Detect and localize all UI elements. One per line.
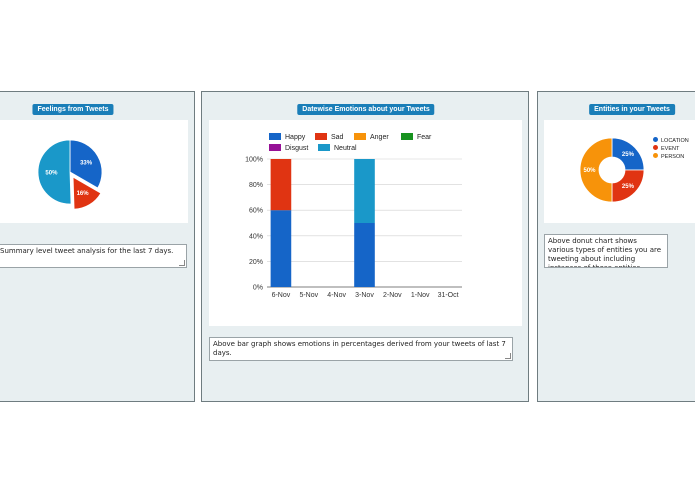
donut-slice-label: 50% [583, 168, 596, 174]
legend-label: Disgust [285, 145, 309, 152]
x-tick-label: 31-Oct [438, 292, 459, 299]
legend-label: PERSON [661, 154, 685, 160]
donut-slice-person[interactable] [579, 137, 613, 203]
entities-note-text: Above donut chart shows various types of… [548, 237, 662, 268]
donut-slice-label: 25% [622, 184, 635, 190]
legend-swatch [354, 133, 366, 140]
x-tick-label: 5-Nov [299, 292, 318, 299]
y-tick-label: 20% [249, 259, 263, 266]
legend-item-sad[interactable]: Sad [315, 133, 343, 141]
emotions-chart-area: 0% 20% 40% 60% 80% 100% 6-Nov 5-Nov 4-Nov 3-Nov 2-… [209, 120, 522, 326]
emotions-bar-chart: 0% 20% 40% 60% 80% 100% 6-Nov 5-Nov 4-Nov 3-Nov 2-… [245, 157, 462, 299]
emotions-note-text: Above bar graph shows emotions in percen… [213, 340, 506, 357]
legend-swatch [318, 144, 330, 151]
legend-label: Neutral [334, 145, 357, 152]
bar-neutral-3-nov[interactable] [354, 159, 375, 223]
entities-chart-area: 25% 25% 50% LOCATION EVENT PERSON [544, 120, 695, 223]
entities-title: Entities in your Tweets [589, 104, 675, 115]
donut-slice-label: 25% [622, 152, 635, 158]
pie-slice-label: 16% [77, 191, 90, 197]
x-tick-label: 6-Nov [272, 292, 291, 299]
legend-label: EVENT [661, 146, 680, 152]
legend-item-location[interactable]: LOCATION [653, 137, 689, 144]
legend-label: Anger [370, 134, 389, 141]
legend-swatch [269, 144, 281, 151]
feelings-title: Feelings from Tweets [32, 104, 114, 115]
pie-slice-2[interactable] [37, 139, 72, 205]
legend-label: Happy [285, 134, 306, 141]
y-tick-label: 60% [249, 208, 263, 215]
legend-swatch [401, 133, 413, 140]
bar-happy-3-nov[interactable] [354, 223, 375, 287]
legend-item-neutral[interactable]: Neutral [318, 144, 357, 152]
legend-swatch [315, 133, 327, 140]
legend-dot [653, 153, 658, 158]
legend-swatch [269, 133, 281, 140]
legend-label: Fear [417, 134, 432, 141]
y-tick-label: 40% [249, 233, 263, 240]
feelings-pie-chart: 33% 16% 50% [37, 139, 103, 210]
legend-item-person[interactable]: PERSON [653, 153, 684, 160]
pie-slice-label: 50% [45, 170, 58, 176]
y-tick-label: 0% [253, 285, 263, 292]
y-tick-label: 80% [249, 182, 263, 189]
feelings-note-text: Summary level tweet analysis for the las… [0, 247, 174, 255]
legend-item-disgust[interactable]: Disgust [269, 144, 308, 152]
x-tick-label: 2-Nov [383, 292, 402, 299]
legend-dot [653, 145, 658, 150]
emotions-note[interactable]: Above bar graph shows emotions in percen… [209, 337, 513, 361]
x-tick-label: 4-Nov [327, 292, 346, 299]
emotions-panel: Datewise Emotions about your Tweets 0% 20… [201, 91, 529, 402]
emotions-title: Datewise Emotions about your Tweets [297, 104, 435, 115]
entities-note[interactable]: Above donut chart shows various types of… [544, 234, 668, 268]
x-tick-label: 3-Nov [355, 292, 374, 299]
legend-label: Sad [331, 134, 344, 141]
resize-grip-icon[interactable] [179, 260, 185, 266]
entities-panel: Entities in your Tweets 25% 25% 50% LOCATI… [537, 91, 695, 402]
feelings-chart-area: 33% 16% 50% [0, 120, 188, 223]
pie-slice-0[interactable] [69, 139, 103, 189]
legend-item-anger[interactable]: Anger [354, 133, 389, 141]
legend-dot [653, 137, 658, 142]
feelings-panel: Feelings from Tweets 33% 16% 50% Summary l… [0, 91, 195, 402]
pie-slice-label: 33% [80, 161, 93, 167]
legend-item-happy[interactable]: Happy [269, 133, 305, 141]
bar-happy-6-nov[interactable] [270, 210, 292, 287]
y-tick-label: 100% [245, 157, 263, 164]
x-tick-label: 1-Nov [411, 292, 430, 299]
legend-label: LOCATION [661, 138, 689, 144]
pie-slice-1[interactable] [72, 176, 102, 210]
entities-donut-chart: 25% 25% 50% [579, 137, 645, 203]
feelings-note[interactable]: Summary level tweet analysis for the las… [0, 244, 187, 268]
resize-grip-icon[interactable] [505, 353, 511, 359]
bar-sad-6-nov[interactable] [270, 159, 292, 211]
legend-item-fear[interactable]: Fear [401, 133, 431, 141]
legend-item-event[interactable]: EVENT [653, 145, 679, 152]
